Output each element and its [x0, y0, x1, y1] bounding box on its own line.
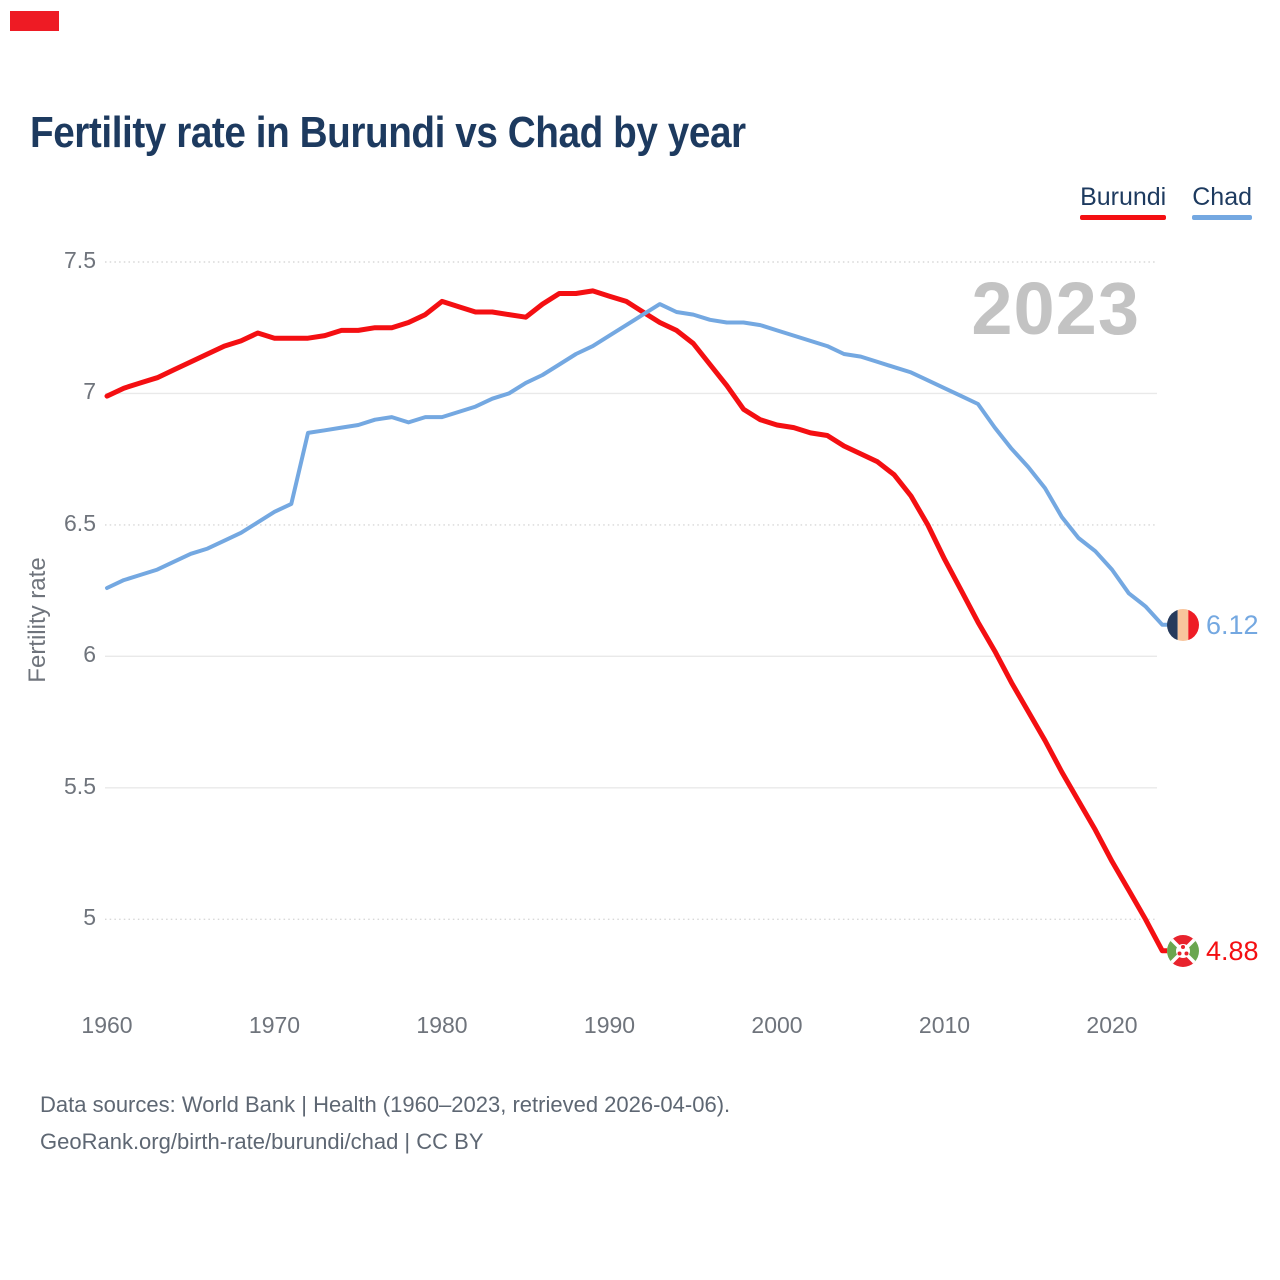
y-tick-label: 6.5 — [64, 509, 96, 536]
legend-swatch-burundi — [1080, 215, 1167, 220]
x-tick-label: 1960 — [81, 1012, 133, 1038]
y-tick-label: 6 — [83, 641, 96, 668]
burundi-line — [104, 288, 1174, 954]
x-tick-label: 1980 — [416, 1012, 468, 1038]
footer-source-line: Data sources: World Bank | Health (1960–… — [40, 1092, 731, 1117]
x-tick-label: 2000 — [751, 1012, 803, 1038]
y-tick-label: 7.5 — [64, 247, 96, 273]
gridlines — [105, 261, 1157, 920]
legend-label-chad[interactable]: Chad — [1192, 183, 1252, 211]
x-tick-label: 1970 — [248, 1012, 301, 1038]
chad-flag-icon — [1167, 608, 1199, 641]
legend-item-burundi[interactable]: Burundi — [1080, 183, 1167, 220]
y-axis-title: Fertility rate — [24, 557, 51, 683]
burundi-flag-icon — [1167, 934, 1199, 967]
y-tick-label: 5.5 — [64, 772, 96, 799]
red-patch-marker — [10, 11, 59, 31]
chad-endpoint: 6.12 — [1167, 608, 1259, 641]
legend-item-chad[interactable]: Chad — [1192, 183, 1252, 220]
watermark-year: 2023 — [971, 267, 1140, 350]
x-tick-label: 2020 — [1086, 1012, 1138, 1038]
footer: Data sources: World Bank | Health (1960–… — [40, 1086, 730, 1160]
burundi-end-value: 4.88 — [1206, 935, 1259, 966]
legend-swatch-chad — [1192, 215, 1252, 220]
x-tick-label: 2010 — [918, 1012, 971, 1038]
legend-label-burundi[interactable]: Burundi — [1080, 183, 1167, 211]
y-tick-label: 5 — [83, 904, 96, 931]
chad-end-value: 6.12 — [1206, 609, 1259, 640]
footer-attribution-line: GeoRank.org/birth-rate/burundi/chad | CC… — [40, 1129, 484, 1154]
burundi-endpoint: 4.88 — [1167, 934, 1259, 967]
x-tick-label: 1990 — [583, 1012, 636, 1038]
legend: Burundi Chad — [1080, 183, 1252, 220]
y-tick-label: 7 — [83, 378, 96, 405]
chad-line — [105, 302, 1173, 627]
page-title: Fertility rate in Burundi vs Chad by yea… — [30, 108, 746, 157]
